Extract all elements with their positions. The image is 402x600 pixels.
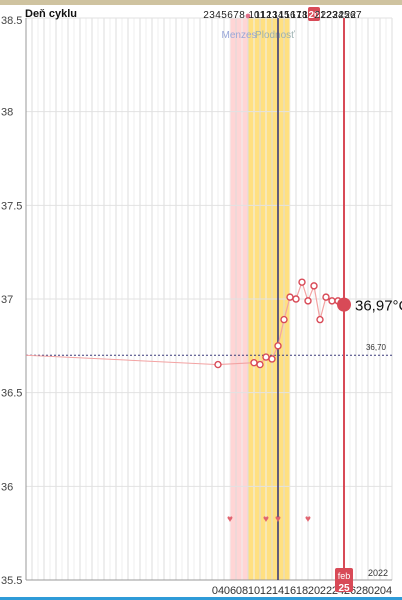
selected-temperature-point: [337, 297, 351, 312]
top-bar: [0, 0, 402, 5]
cycle-day-label: 11: [255, 10, 266, 21]
x-tick-label: 28: [356, 585, 368, 597]
temperature-point: [292, 295, 300, 303]
cycle-day-label: 8: [239, 10, 245, 21]
heart-icon[interactable]: ♥: [227, 514, 233, 525]
cycle-day-label: 21: [314, 10, 326, 21]
phase-label-0: Menzes: [221, 30, 256, 41]
x-tick-label: 12: [260, 585, 272, 597]
x-tick-label: 10: [248, 585, 260, 597]
x-tick-label: 20: [308, 585, 320, 597]
cycle-day-label: 3: [209, 10, 215, 21]
phase-label-1: Plodnosť: [255, 30, 295, 41]
x-tick-label: 02: [368, 585, 380, 597]
temperature-point: [280, 315, 288, 324]
x-tick-label: 22: [320, 585, 332, 597]
x-tick-label: 06: [224, 585, 236, 597]
y-tick-label: 36: [1, 481, 13, 493]
temperature-point: [274, 342, 282, 350]
y-tick-label: 37: [1, 294, 13, 306]
temperature-point: [262, 353, 270, 361]
x-tick-label: 18: [296, 585, 308, 597]
current-temperature-label: 36,97°C: [355, 298, 402, 315]
cycle-day-label: 15: [278, 10, 290, 21]
y-tick-label: 38.5: [1, 15, 22, 27]
cycle-day-label: 16: [284, 10, 296, 21]
heart-icon[interactable]: ♥: [275, 514, 281, 525]
cycle-day-label: 7: [233, 10, 239, 21]
selected-month-label: feb: [338, 571, 351, 581]
temperature-point: [316, 315, 324, 324]
cycle-day-label: 26: [344, 10, 356, 21]
cycle-day-label: 24: [332, 10, 344, 21]
temperature-point: [322, 293, 330, 301]
cycle-day-label: 2: [203, 10, 209, 21]
temperature-point: [328, 297, 336, 305]
cycle-day-label: 5: [221, 10, 227, 21]
heart-icon[interactable]: ♥: [305, 514, 311, 525]
cycle-day-label: 6: [227, 10, 233, 21]
x-tick-label: 08: [236, 585, 248, 597]
selected-cycle-day-box: [308, 7, 320, 21]
temperature-point: [286, 293, 294, 301]
cycle-day-label: 22: [320, 10, 332, 21]
temperature-point: [256, 360, 264, 369]
series-lead-in: [25, 354, 219, 366]
temperature-point: [310, 282, 318, 290]
cycle-day-label: 12: [260, 10, 272, 21]
year-label: 2022: [368, 568, 388, 578]
heart-icon[interactable]: ♥: [263, 514, 269, 525]
temperature-point: [250, 358, 258, 367]
x-tick-label: 04: [212, 585, 224, 597]
cycle-day-label: 17: [290, 10, 302, 21]
header-label: Deň cyklu: [25, 8, 77, 20]
cycle-day-label: 10: [248, 10, 260, 21]
cycle-dot-marker: [245, 13, 251, 19]
temperature-point: [268, 355, 276, 363]
y-tick-label: 35.5: [1, 575, 22, 587]
cycle-day-label: 4: [215, 10, 221, 21]
cycle-day-label: 18: [296, 10, 308, 21]
y-tick-label: 38: [1, 107, 13, 119]
cycle-day-label: 27: [350, 10, 362, 21]
bottom-bar: [0, 597, 402, 600]
temperature-point: [298, 278, 306, 286]
selected-cycle-day: 20: [308, 10, 320, 21]
temperature-point: [214, 360, 222, 369]
cycle-day-label: 23: [326, 10, 338, 21]
selected-day-label: 25: [338, 583, 350, 594]
cycle-day-label: 14: [272, 10, 284, 21]
x-tick-label: 04: [380, 585, 392, 597]
cycle-day-label: 13: [266, 10, 278, 21]
selected-date-badge: [335, 568, 353, 592]
y-tick-label: 37.5: [1, 200, 22, 212]
x-tick-label: 14: [272, 585, 284, 597]
cycle-day-label: 25: [338, 10, 350, 21]
coverline-label: 36,70: [366, 343, 387, 352]
temperature-point: [304, 297, 312, 305]
x-tick-label: 16: [284, 585, 296, 597]
y-tick-label: 36.5: [1, 388, 22, 400]
